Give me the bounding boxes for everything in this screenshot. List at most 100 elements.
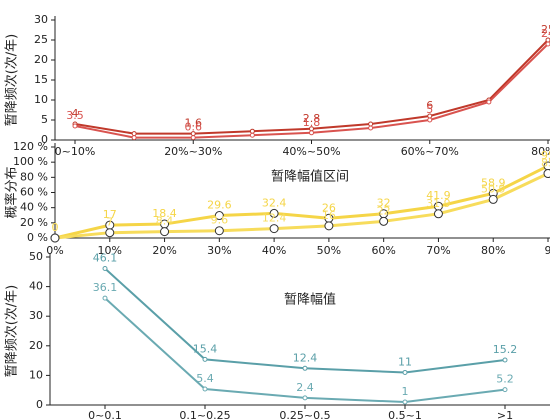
x-tick-label: 20%~30%	[164, 145, 222, 158]
data-label: 7	[106, 216, 113, 229]
data-label: 0	[52, 221, 59, 234]
series-line	[54, 164, 549, 240]
point	[131, 131, 137, 137]
data-label: 25	[541, 23, 550, 36]
point	[302, 395, 308, 401]
data-label: 0	[52, 221, 59, 234]
data-label: 29.6	[207, 199, 232, 212]
data-label: 2.4	[296, 381, 314, 394]
data-label: 5.2	[496, 373, 514, 386]
data-label: 95	[541, 149, 550, 162]
point	[402, 399, 408, 405]
point	[486, 99, 492, 105]
point	[102, 295, 108, 301]
point	[50, 233, 60, 243]
point	[105, 228, 115, 238]
point	[214, 211, 224, 221]
point	[102, 266, 108, 272]
data-label: 85	[541, 157, 550, 170]
point	[202, 356, 208, 362]
data-label: 24	[541, 27, 550, 40]
point	[402, 369, 408, 375]
x-tick-label: 0.25~0.5	[279, 409, 330, 420]
point	[427, 117, 433, 123]
data-label: 1	[402, 385, 409, 398]
y-tick-label: 30	[34, 13, 48, 26]
y-tick-label: 10	[34, 93, 48, 106]
point	[324, 221, 334, 231]
data-label: 11	[398, 355, 412, 368]
x-tick-label: 40%	[262, 244, 286, 257]
data-label: 50.9	[481, 182, 506, 195]
point	[160, 227, 170, 237]
y-tick-label: 15	[34, 73, 48, 86]
y-tick-label: 20	[29, 339, 43, 352]
x-tick-label: 80%~	[531, 145, 550, 158]
point	[433, 209, 443, 219]
x-tick-label: 0~10%	[55, 145, 96, 158]
x-axis-label: 暂降幅值区间	[271, 169, 349, 185]
point	[488, 194, 498, 204]
data-label: 32	[377, 197, 391, 210]
data-label: 31.9	[426, 197, 451, 210]
y-tick-label: 40	[29, 280, 43, 293]
point	[368, 125, 374, 131]
data-label: 16	[322, 209, 336, 222]
data-label: 12.4	[293, 351, 318, 364]
point	[202, 386, 208, 392]
x-tick-label: 80%	[481, 244, 505, 257]
data-label: 3.5	[66, 109, 84, 122]
data-label: 46.1	[93, 252, 118, 265]
point	[502, 357, 508, 363]
x-tick-label: 10%	[98, 244, 122, 257]
y-tick-label: 0	[41, 133, 48, 146]
y-axis-label: 概率分布	[4, 166, 20, 218]
data-label: 15.4	[193, 342, 218, 355]
data-label: 32.4	[262, 196, 287, 209]
point	[131, 135, 137, 141]
data-label: 6	[426, 99, 433, 112]
x-tick-label: >1	[497, 409, 513, 420]
y-tick-label: 120 %	[13, 140, 48, 153]
y-tick-label: 20 %	[20, 216, 48, 229]
point	[269, 224, 279, 234]
series-line	[54, 172, 549, 240]
data-label: 9.6	[211, 214, 229, 227]
y-tick-label: 50	[29, 250, 43, 263]
y-tick-label: 40 %	[20, 201, 48, 214]
x-axis-label: 暂降幅值	[284, 292, 336, 308]
data-label: 1.6	[185, 117, 203, 130]
data-label: 5	[426, 103, 433, 116]
point	[249, 132, 255, 138]
x-tick-label: 20%	[152, 244, 176, 257]
data-label: 5.4	[196, 372, 214, 385]
x-tick-label: 60%~70%	[401, 145, 459, 158]
data-label: 18.4	[152, 207, 177, 220]
y-axis-label: 暂降频次(次/年)	[4, 285, 20, 378]
point	[302, 365, 308, 371]
point	[249, 128, 255, 134]
y-tick-label: 100 %	[13, 155, 48, 168]
x-tick-label: 40%~50%	[282, 145, 340, 158]
data-label: 0.6	[185, 121, 203, 134]
y-tick-label: 5	[41, 113, 48, 126]
data-label: 17	[103, 208, 117, 221]
data-label: 36.1	[93, 281, 118, 294]
x-tick-label: 0.1~0.25	[179, 409, 230, 420]
y-tick-label: 30	[29, 309, 43, 322]
data-label: 58.9	[481, 176, 506, 189]
y-tick-label: 10	[29, 368, 43, 381]
data-label: 4	[72, 107, 79, 120]
y-tick-label: 25	[34, 33, 48, 46]
x-tick-label: 0%	[46, 244, 63, 257]
x-tick-label: 30%	[207, 244, 231, 257]
x-tick-label: 70%	[426, 244, 450, 257]
y-axis-label: 暂降频次(次/年)	[4, 34, 20, 127]
data-label: 41.9	[426, 189, 451, 202]
point	[368, 121, 374, 127]
data-label: 8.4	[156, 215, 174, 228]
y-tick-label: 60 %	[20, 186, 48, 199]
y-tick-label: 0 %	[27, 231, 48, 244]
point	[502, 387, 508, 393]
